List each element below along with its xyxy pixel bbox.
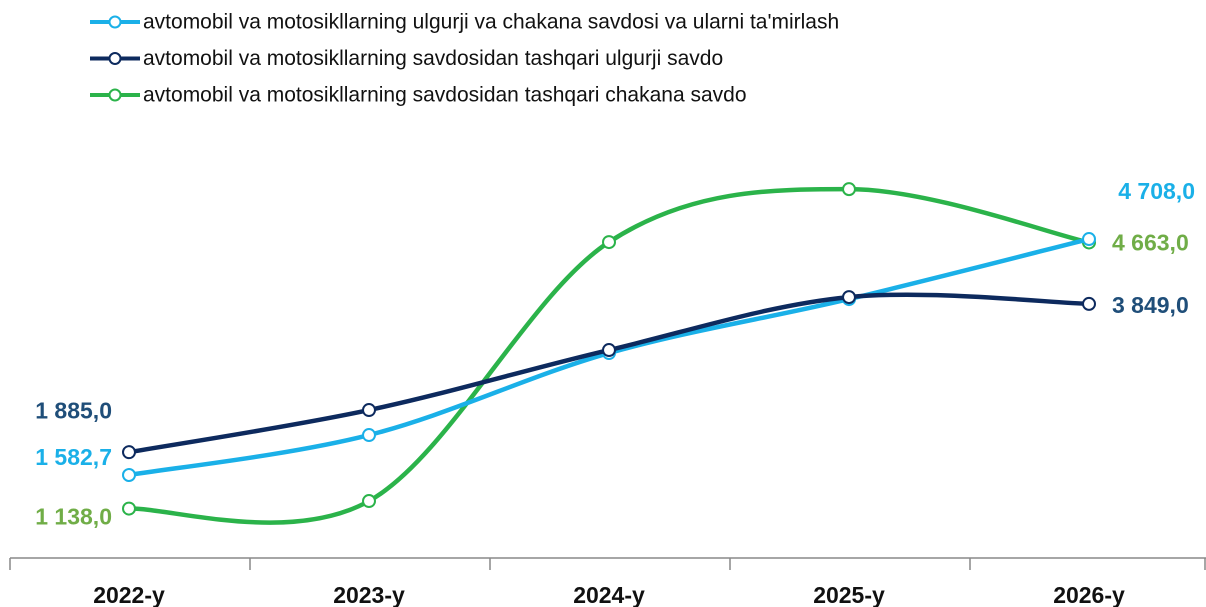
point (122, 468, 136, 483)
point (842, 290, 856, 305)
x-tick-label: 2023-y (333, 582, 405, 607)
x-tick-label: 2022-y (93, 582, 165, 607)
legend-label: avtomobil va motosikllarning savdosidan … (143, 84, 747, 107)
x-tick-label: 2026-y (1053, 582, 1125, 607)
value-label: 4 708,0 (1118, 178, 1195, 204)
point (362, 403, 376, 418)
point (362, 428, 376, 443)
point (842, 182, 856, 197)
point (122, 445, 136, 460)
value-label: 1 138,0 (35, 504, 112, 530)
legend-label: avtomobil va motosikllarning ulgurji va … (143, 11, 839, 34)
point (1082, 296, 1096, 311)
value-label: 4 663,0 (1112, 230, 1189, 256)
series-line (128, 292, 1090, 455)
value-label: 3 849,0 (1112, 292, 1189, 318)
legend-marker (108, 15, 122, 29)
value-label: 1 885,0 (35, 397, 112, 423)
point (122, 501, 136, 516)
point (602, 235, 616, 250)
legend-marker (108, 88, 122, 102)
x-tick-label: 2024-y (573, 582, 645, 607)
legend-marker (108, 52, 122, 65)
x-tick-label: 2025-y (813, 582, 885, 607)
point (1082, 232, 1096, 247)
point (362, 494, 376, 509)
point (602, 343, 616, 358)
value-label: 1 582,7 (35, 444, 112, 470)
legend-label: avtomobil va motosikllarning savdosidan … (143, 47, 723, 70)
series-line (128, 186, 1090, 525)
